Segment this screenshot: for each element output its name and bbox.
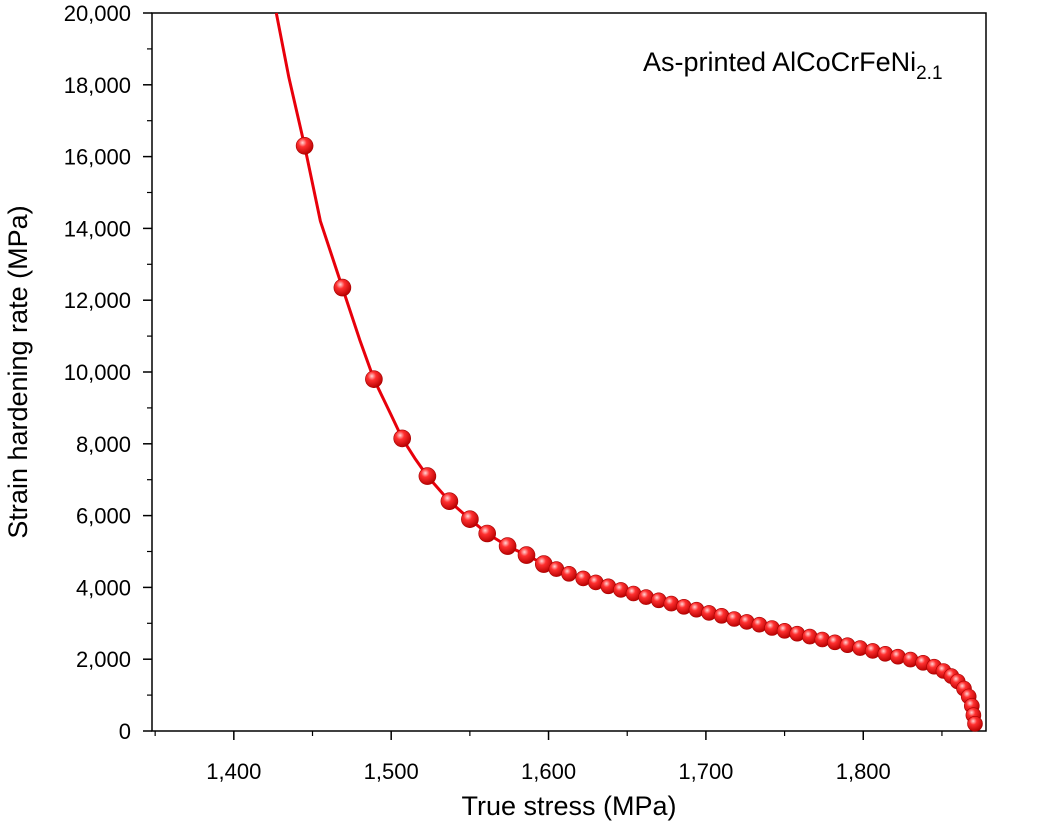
data-point — [418, 467, 437, 485]
y-tick-label: 2,000 — [76, 647, 131, 672]
chart-annotation: As-printed AlCoCrFeNi2.1 — [643, 47, 943, 84]
x-axis-ticks: 1,400 1,500 1,600 1,700 1,800 — [154, 731, 943, 784]
y-tick-label: 6,000 — [76, 504, 131, 529]
data-point — [517, 546, 536, 564]
y-tick-label: 12,000 — [64, 288, 131, 313]
y-tick-label: 4,000 — [76, 575, 131, 600]
data-point — [967, 715, 983, 732]
data-point — [478, 524, 497, 543]
data-point — [393, 429, 412, 448]
annotation-subscript: 2.1 — [916, 63, 942, 84]
x-tick-label: 1,400 — [206, 759, 261, 784]
y-tick-label: 8,000 — [76, 432, 131, 457]
x-tick-label: 1,800 — [836, 759, 891, 784]
data-point — [498, 537, 517, 555]
y-tick-label: 14,000 — [64, 216, 131, 241]
x-axis-title: True stress (MPa) — [461, 791, 676, 821]
y-tick-label: 10,000 — [64, 360, 131, 385]
y-tick-label: 16,000 — [64, 145, 131, 170]
y-axis-title: Strain hardening rate (MPa) — [3, 205, 33, 538]
plot-frame — [151, 12, 987, 732]
x-tick-label: 1,500 — [364, 759, 419, 784]
x-tick-label: 1,700 — [678, 759, 733, 784]
data-point — [440, 492, 459, 511]
y-tick-label: 20,000 — [64, 1, 131, 26]
data-point — [295, 137, 314, 155]
y-tick-label: 18,000 — [64, 73, 131, 98]
data-point — [461, 510, 479, 529]
annotation-main: As-printed AlCoCrFeNi — [643, 47, 916, 77]
y-axis-ticks: 0 2,000 4,000 6,000 8,000 10,000 12,000 14,000 1… — [64, 1, 152, 744]
plot-area — [274, 12, 983, 732]
x-tick-label: 1,600 — [521, 759, 576, 784]
series-line — [274, 12, 977, 725]
y-tick-label: 0 — [119, 719, 131, 744]
data-point — [365, 370, 383, 389]
data-point — [561, 565, 577, 582]
data-point — [333, 278, 352, 297]
